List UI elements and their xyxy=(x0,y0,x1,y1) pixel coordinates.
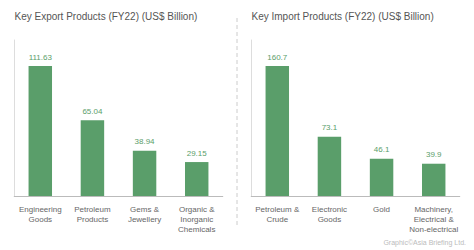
svg-text:65.04: 65.04 xyxy=(82,107,103,116)
svg-text:Key Export Products (FY22) (US: Key Export Products (FY22) (US$ Billion) xyxy=(14,11,197,22)
svg-text:73.1: 73.1 xyxy=(322,123,338,132)
svg-text:111.63: 111.63 xyxy=(29,53,53,62)
svg-text:46.1: 46.1 xyxy=(374,145,390,154)
svg-text:Gems &: Gems & xyxy=(130,205,160,214)
svg-text:Inorganic: Inorganic xyxy=(180,215,213,224)
svg-text:Organic &: Organic & xyxy=(179,205,215,214)
svg-text:Goods: Goods xyxy=(318,215,342,224)
svg-text:38.94: 38.94 xyxy=(135,137,156,146)
svg-text:Crude: Crude xyxy=(266,215,288,224)
svg-text:Goods: Goods xyxy=(29,215,53,224)
svg-text:Machinery,: Machinery, xyxy=(414,205,453,214)
svg-text:Gold: Gold xyxy=(373,205,390,214)
svg-text:Key Import Products (FY22) (US: Key Import Products (FY22) (US$ Billion) xyxy=(251,11,433,22)
svg-text:39.9: 39.9 xyxy=(426,150,442,159)
svg-text:Products: Products xyxy=(77,215,109,224)
svg-text:Petroleum &: Petroleum & xyxy=(255,205,300,214)
svg-text:Jewellery: Jewellery xyxy=(128,215,161,224)
svg-text:Engineering: Engineering xyxy=(19,205,62,214)
svg-text:160.7: 160.7 xyxy=(267,53,288,62)
svg-text:Petroleum: Petroleum xyxy=(74,205,111,214)
svg-text:Electrical &: Electrical & xyxy=(414,215,455,224)
svg-text:Graphic©Asia Briefing Ltd.: Graphic©Asia Briefing Ltd. xyxy=(383,239,466,247)
svg-text:Non-electrical: Non-electrical xyxy=(409,225,458,234)
svg-text:29.15: 29.15 xyxy=(187,149,208,158)
svg-text:Electronic: Electronic xyxy=(312,205,347,214)
svg-text:Chemicals: Chemicals xyxy=(178,225,215,234)
